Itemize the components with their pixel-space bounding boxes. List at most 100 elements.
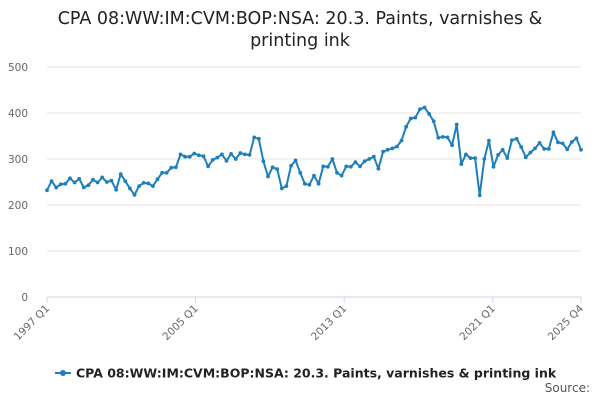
data-point [104,180,109,184]
data-point [487,138,491,143]
data-point [197,153,201,158]
data-point [169,165,174,170]
data-point [445,135,450,140]
x-tick-label: 2005 Q1 [160,303,200,343]
x-axis: 1997 Q1 2005 Q1 2013 Q1 2021 Q1 2025 Q4 [12,297,587,343]
data-point [210,158,215,162]
data-point [408,116,413,121]
data-point [316,181,321,186]
data-point [229,152,234,156]
data-point [390,146,395,151]
data-point [579,147,583,152]
data-point [63,181,68,186]
data-point [183,154,188,159]
data-point [569,140,574,144]
data-point [298,170,303,175]
data-point [353,160,358,165]
data-point [81,185,86,190]
data-point [491,164,496,169]
data-point [174,165,178,170]
data-point [325,164,330,169]
data-point [155,177,160,182]
chart-title: CPA 08:WW:IM:CVM:BOP:NSA: 20.3. Paints, … [0,8,600,52]
data-point [141,181,146,185]
y-tick-label: 500 [8,62,28,74]
data-point [348,164,353,169]
legend[interactable]: CPA 08:WW:IM:CVM:BOP:NSA: 20.3. Paints, … [55,366,557,381]
data-point [178,152,183,157]
data-point [151,184,155,189]
data-point [537,141,542,145]
data-point [91,177,95,182]
data-point [206,164,211,169]
data-point [542,147,547,151]
data-point [362,159,367,164]
data-point [422,105,427,110]
data-point [339,173,344,178]
data-point [132,193,137,197]
x-tick-label: 2025 Q4 [546,302,587,343]
data-point [468,156,473,161]
data-point [565,147,570,152]
data-point [215,155,220,160]
data-point [556,140,560,145]
y-axis-ticks: 0 100 200 300 400 500 [8,62,28,304]
data-point [358,164,362,169]
data-point [233,157,238,161]
data-point [252,135,257,140]
data-point [95,180,100,185]
series-line [46,106,582,197]
data-point [464,152,468,157]
data-point [519,145,524,149]
data-point [335,170,339,175]
data-point [77,176,82,181]
data-point [367,157,372,161]
data-point [381,149,385,154]
data-point [385,147,390,152]
legend-label: CPA 08:WW:IM:CVM:BOP:NSA: 20.3. Paints, … [76,366,557,381]
data-point [546,147,551,151]
data-point [284,184,289,189]
data-point [510,138,514,143]
x-tick-label: 2021 Q1 [458,303,498,343]
data-point [279,186,284,191]
data-point [238,151,243,155]
data-point [118,172,123,177]
data-point [505,156,510,161]
data-point [270,165,275,170]
data-point [399,138,404,143]
data-point [312,173,316,178]
data-point [450,143,454,148]
data-point [109,178,114,183]
y-tick-label: 300 [8,154,28,166]
data-point [473,156,477,161]
data-point [376,166,381,171]
data-point [123,179,128,184]
data-point [100,175,105,180]
data-point [528,150,533,155]
data-point [371,154,376,159]
data-point [164,170,169,175]
data-point [293,158,298,163]
chart-title-line-2: printing ink [250,31,350,51]
data-point [187,154,192,159]
data-point [477,193,482,198]
data-point [247,153,252,157]
data-point [302,181,307,186]
data-point [496,153,500,157]
y-tick-label: 100 [8,246,28,258]
source-label: Source: [544,381,590,395]
y-tick-label: 0 [21,292,28,304]
data-point [344,164,349,169]
data-point [454,122,459,127]
data-point [146,181,151,186]
data-point [321,164,326,169]
data-point [289,164,293,168]
data-point [68,176,72,181]
data-point [127,186,132,191]
legend-marker [60,370,66,376]
data-point [395,144,399,149]
data-point [243,152,247,157]
data-point [54,185,59,190]
